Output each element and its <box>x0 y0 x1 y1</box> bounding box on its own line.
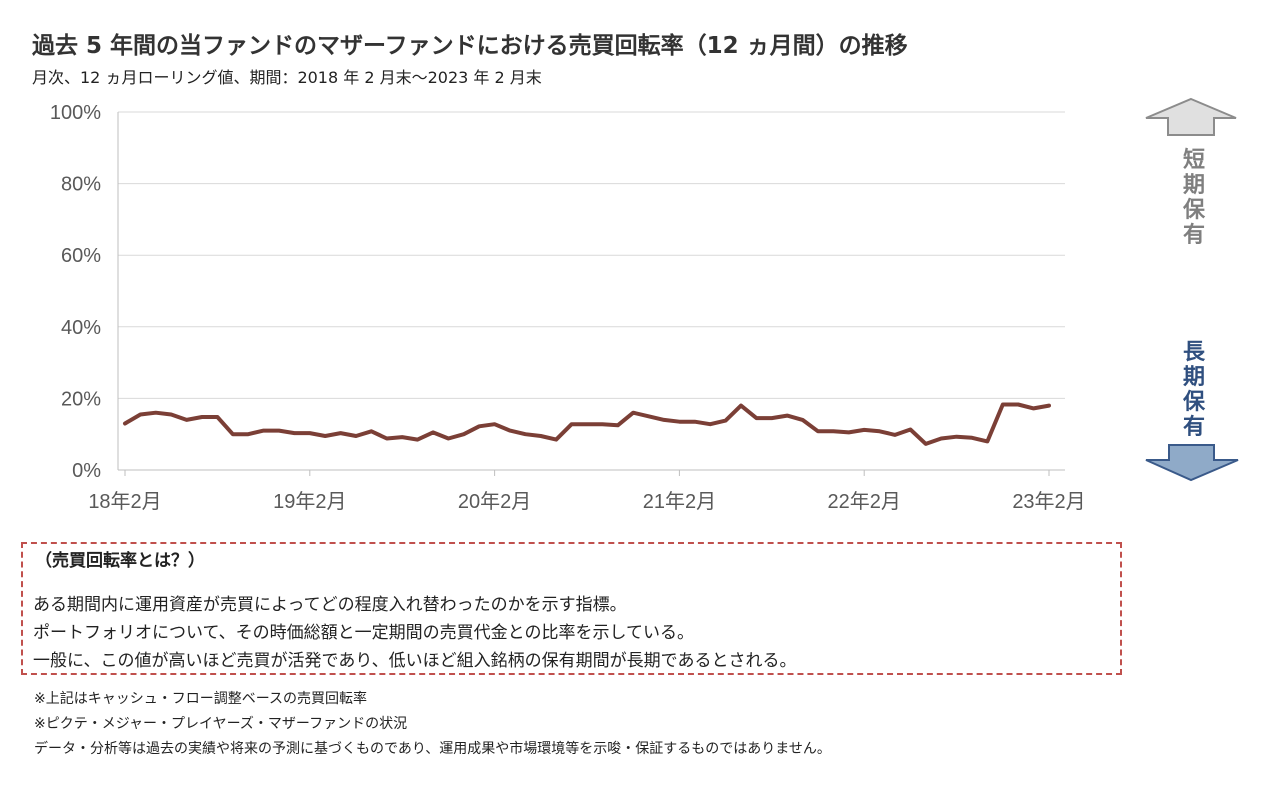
y-tick-label: 40% <box>61 317 101 339</box>
long-term-holding-label: 長期保有 <box>1182 340 1205 440</box>
chart-series <box>123 402 1051 446</box>
x-tick-label: 21年2月 <box>643 490 716 513</box>
chart-gridlines <box>118 111 1065 399</box>
holding-period-arrows <box>1145 97 1239 482</box>
definition-line: ポートフォリオについて、その時価総額と一定期間の売買代金との比率を示している。 <box>33 623 694 643</box>
y-tick-label: 60% <box>61 245 101 267</box>
turnover-line-chart: 0% 20% 40% 60% 80% 100% 18年2月 19年2月 20年2月 21年2月 2… <box>50 97 1239 513</box>
x-tick-label: 23年2月 <box>1012 490 1085 513</box>
footnote: ※上記はキャッシュ・フロー調整ベースの売買回転率 <box>34 691 368 707</box>
disclaimer: データ・分析等は過去の実績や将来の予測に基づくものであり、運用成果や市場環境等を… <box>34 741 831 757</box>
definition-line: ある期間内に運用資産が売買によってどの程度入れ替わったのかを示す指標。 <box>33 595 627 615</box>
arrow-down-icon <box>1145 444 1239 482</box>
definition-heading: （売買回転率とは？） <box>35 551 205 571</box>
definition-box: （売買回転率とは？） ある期間内に運用資産が売買によってどの程度入れ替わったのか… <box>21 542 1122 675</box>
x-tick-label: 20年2月 <box>458 490 531 513</box>
chart-title: 過去 5 年間の当ファンドのマザーファンドにおける売買回転率（12 ヵ月間）の推… <box>32 33 908 59</box>
short-term-holding-label: 短期保有 <box>1182 148 1205 248</box>
y-tick-label: 80% <box>61 174 101 196</box>
arrow-up-icon <box>1145 97 1237 136</box>
definition-line: 一般に、この値が高いほど売買が活発であり、低いほど組入銘柄の保有期間が長期である… <box>33 651 797 671</box>
y-tick-label: 0% <box>72 460 101 482</box>
footnote: ※ピクテ・メジャー・プレイヤーズ・マザーファンドの状況 <box>34 716 408 732</box>
chart-subtitle: 月次、12 ヵ月ローリング値、期間：2018 年 2 月末～2023 年 2 月… <box>32 68 542 87</box>
y-tick-label: 100% <box>50 102 101 124</box>
y-axis-ticks: 0% 20% 40% 60% 80% 100% <box>50 102 101 482</box>
x-tick-label: 19年2月 <box>273 490 346 513</box>
x-axis-ticks: 18年2月 19年2月 20年2月 21年2月 22年2月 23年2月 <box>88 490 1085 513</box>
x-tick-label: 22年2月 <box>828 490 901 513</box>
x-tick-label: 18年2月 <box>88 490 161 513</box>
y-tick-label: 20% <box>61 388 101 410</box>
chart-axes <box>117 112 1065 476</box>
